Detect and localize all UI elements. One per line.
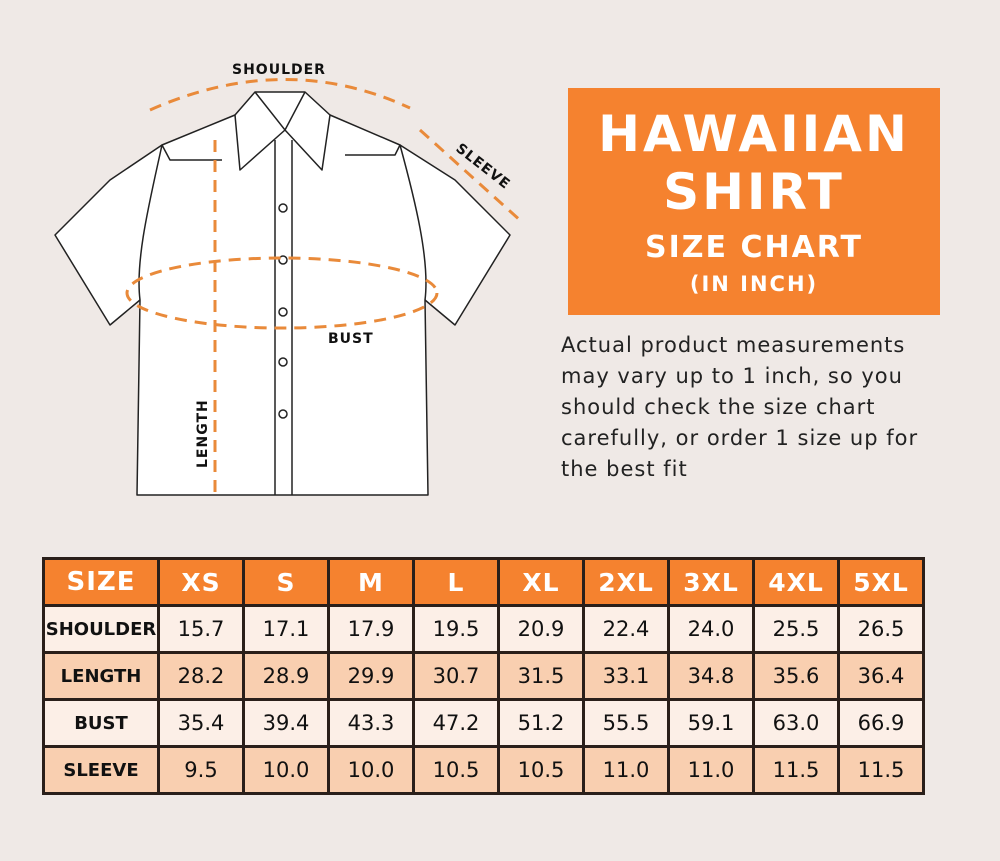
collar: [234, 91, 331, 171]
length-label: LENGTH: [195, 399, 211, 468]
size-table: SIZE XS S M L XL 2XL 3XL 4XL 5XL SHOULDE…: [42, 557, 925, 795]
table-cell: 15.7: [157, 604, 245, 654]
table-cell: 51.2: [497, 698, 585, 748]
shirt-diagram: SHOULDER SLEEVE BUST LENGTH: [54, 62, 524, 496]
table-row: SLEEVE 9.5 10.0 10.0 10.5 10.5 11.0 11.0 11.5 11.…: [42, 745, 925, 795]
table-cell: 66.9: [837, 698, 925, 748]
table-cell: 17.1: [242, 604, 330, 654]
header-cell: S: [242, 557, 330, 607]
title-box: HAWAIIAN SHIRT SIZE CHART (IN INCH): [568, 88, 940, 315]
title-line-1: HAWAIIAN: [598, 105, 910, 163]
table-cell: 35.4: [157, 698, 245, 748]
measurement-note: Actual product measurements may vary up …: [561, 333, 919, 481]
table-cell: 10.5: [497, 745, 585, 795]
shirt-body: [136, 114, 429, 496]
title-line-2: SHIRT: [663, 163, 845, 221]
table-cell: 26.5: [837, 604, 925, 654]
table-cell: 11.0: [667, 745, 755, 795]
table-cell: 31.5: [497, 651, 585, 701]
row-label: SLEEVE: [42, 745, 160, 795]
table-cell: 11.5: [837, 745, 925, 795]
table-cell: 17.9: [327, 604, 415, 654]
header-cell: 4XL: [752, 557, 840, 607]
table-cell: 29.9: [327, 651, 415, 701]
table-cell: 33.1: [582, 651, 670, 701]
header-cell: 3XL: [667, 557, 755, 607]
table-cell: 20.9: [497, 604, 585, 654]
header-cell: XL: [497, 557, 585, 607]
table-cell: 22.4: [582, 604, 670, 654]
table-row: LENGTH 28.2 28.9 29.9 30.7 31.5 33.1 34.8 35.6 36…: [42, 651, 925, 701]
table-cell: 43.3: [327, 698, 415, 748]
table-cell: 63.0: [752, 698, 840, 748]
yoke-line: [161, 144, 401, 161]
table-cell: 10.0: [327, 745, 415, 795]
table-cell: 28.2: [157, 651, 245, 701]
buttons: [278, 203, 288, 419]
table-cell: 9.5: [157, 745, 245, 795]
header-row: SIZE XS S M L XL 2XL 3XL 4XL 5XL: [42, 557, 925, 607]
bust-measure-line: [125, 256, 439, 330]
table-cell: 10.5: [412, 745, 500, 795]
table-cell: 19.5: [412, 604, 500, 654]
table-cell: 25.5: [752, 604, 840, 654]
table-cell: 36.4: [837, 651, 925, 701]
table-cell: 47.2: [412, 698, 500, 748]
table-cell: 30.7: [412, 651, 500, 701]
header-cell: XS: [157, 557, 245, 607]
title-unit: (IN INCH): [689, 272, 819, 296]
header-cell: 2XL: [582, 557, 670, 607]
table-cell: 24.0: [667, 604, 755, 654]
table-cell: 11.5: [752, 745, 840, 795]
table-cell: 39.4: [242, 698, 330, 748]
placket: [274, 140, 293, 495]
sleeve-measure-line: [418, 128, 524, 224]
table-cell: 11.0: [582, 745, 670, 795]
header-cell: 5XL: [837, 557, 925, 607]
header-cell: SIZE: [42, 557, 160, 607]
header-cell: L: [412, 557, 500, 607]
row-label: BUST: [42, 698, 160, 748]
title-line-3: SIZE CHART: [644, 230, 864, 265]
row-label: LENGTH: [42, 651, 160, 701]
table-cell: 35.6: [752, 651, 840, 701]
table-cell: 55.5: [582, 698, 670, 748]
table-cell: 28.9: [242, 651, 330, 701]
header-cell: M: [327, 557, 415, 607]
row-label: SHOULDER: [42, 604, 160, 654]
table-row: BUST 35.4 39.4 43.3 47.2 51.2 55.5 59.1 63.0 66.9: [42, 698, 925, 748]
table-row: SHOULDER 15.7 17.1 17.9 19.5 20.9 22.4 24.0 25.5…: [42, 604, 925, 654]
bust-label: BUST: [328, 331, 374, 347]
table-cell: 10.0: [242, 745, 330, 795]
table-cell: 34.8: [667, 651, 755, 701]
shoulder-label: SHOULDER: [232, 62, 326, 78]
table-cell: 59.1: [667, 698, 755, 748]
